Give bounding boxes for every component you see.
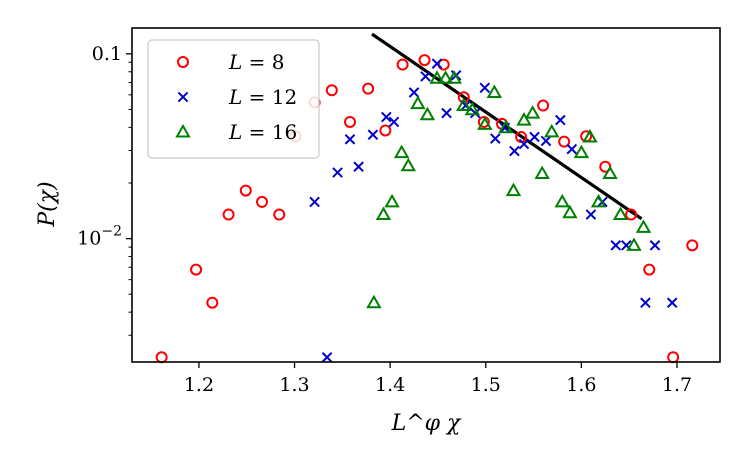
data-point — [640, 297, 651, 309]
data-point — [325, 84, 338, 97]
legend-box — [147, 39, 320, 159]
data-point — [505, 182, 522, 197]
data-point — [393, 144, 410, 159]
x-tick-label: 1.5 — [471, 374, 501, 396]
x-tick-label: 1.6 — [566, 374, 596, 396]
data-point — [456, 97, 472, 112]
data-point — [408, 87, 420, 98]
data-point — [429, 70, 445, 84]
data-point — [602, 165, 618, 180]
legend-entry: L = 16 — [175, 120, 297, 144]
data-point — [366, 294, 382, 309]
legend-marker — [177, 56, 189, 68]
legend-marker — [175, 123, 191, 138]
legend-label: L = 8 — [228, 50, 284, 74]
data-point — [537, 99, 550, 112]
data-point — [686, 239, 699, 252]
data-point — [367, 129, 379, 141]
data-point — [321, 351, 333, 363]
data-point — [446, 70, 462, 84]
data-point — [558, 135, 571, 148]
series-3 — [366, 70, 652, 309]
data-point — [239, 184, 252, 197]
data-point — [498, 119, 514, 134]
x-tick-label: 1.2 — [184, 374, 214, 396]
data-point — [612, 206, 629, 221]
data-point — [222, 208, 235, 221]
data-point — [419, 106, 436, 121]
data-point — [309, 196, 320, 208]
data-point — [381, 111, 392, 123]
data-point — [555, 114, 566, 126]
x-tick-label: 1.4 — [375, 374, 405, 396]
data-point — [437, 70, 454, 84]
data-point — [610, 240, 622, 251]
data-point — [490, 133, 501, 144]
data-point — [477, 116, 493, 130]
data-point — [441, 107, 452, 119]
data-point — [256, 195, 269, 208]
data-point — [635, 219, 652, 233]
data-point — [585, 209, 597, 220]
data-point — [544, 123, 560, 138]
x-tick-label: 1.3 — [279, 374, 309, 396]
legend: L = 8 L = 12 L = 16 — [147, 39, 320, 159]
data-point — [469, 107, 481, 119]
data-point — [190, 263, 203, 276]
data-point — [625, 208, 638, 221]
data-point — [509, 145, 520, 157]
data-point — [206, 296, 219, 309]
y-tick-label: 0.1 — [92, 43, 122, 65]
data-point — [388, 116, 400, 128]
data-point — [529, 131, 540, 143]
data-point — [477, 115, 490, 128]
data-point — [573, 144, 590, 159]
legend-entry: L = 8 — [177, 50, 284, 74]
data-point — [343, 115, 356, 128]
legend-entry: L = 12 — [177, 85, 297, 109]
data-point — [418, 54, 431, 67]
data-point — [562, 204, 578, 219]
data-point — [362, 82, 375, 95]
data-point — [566, 143, 578, 155]
data-point — [524, 105, 541, 119]
data-point — [384, 193, 400, 208]
data-point — [582, 128, 598, 143]
data-point — [420, 71, 431, 82]
data-point — [375, 206, 392, 221]
legend-marker — [177, 91, 189, 103]
data-point — [554, 193, 570, 208]
data-point — [400, 157, 417, 172]
data-point — [518, 138, 530, 150]
axes-frame — [131, 27, 721, 363]
data-point — [666, 297, 678, 309]
data-point — [344, 133, 356, 145]
data-point — [464, 101, 481, 116]
legend-label: L = 12 — [228, 85, 297, 109]
data-point — [540, 135, 552, 147]
data-point — [626, 237, 642, 251]
data-point — [479, 82, 491, 94]
legend-label: L = 16 — [228, 120, 297, 144]
data-point — [534, 165, 550, 180]
x-tick-label: 1.7 — [662, 374, 692, 396]
data-point — [649, 240, 661, 251]
data-point — [431, 58, 443, 69]
data-point — [273, 208, 286, 221]
data-point — [486, 84, 503, 98]
data-point — [410, 95, 426, 110]
data-point — [643, 263, 656, 276]
data-point — [353, 161, 364, 173]
x-axis-label: L^φ χ — [391, 411, 462, 436]
data-point — [396, 58, 409, 71]
data-point — [516, 112, 532, 126]
axes: 1.2 1.3 1.4 1.5 1.6 1.710−20.1 — [77, 27, 721, 396]
data-point — [332, 167, 343, 178]
data-point — [590, 193, 607, 208]
y-axis-label: P(χ) — [35, 181, 60, 227]
data-point — [379, 124, 392, 137]
marker-layer — [155, 54, 699, 364]
